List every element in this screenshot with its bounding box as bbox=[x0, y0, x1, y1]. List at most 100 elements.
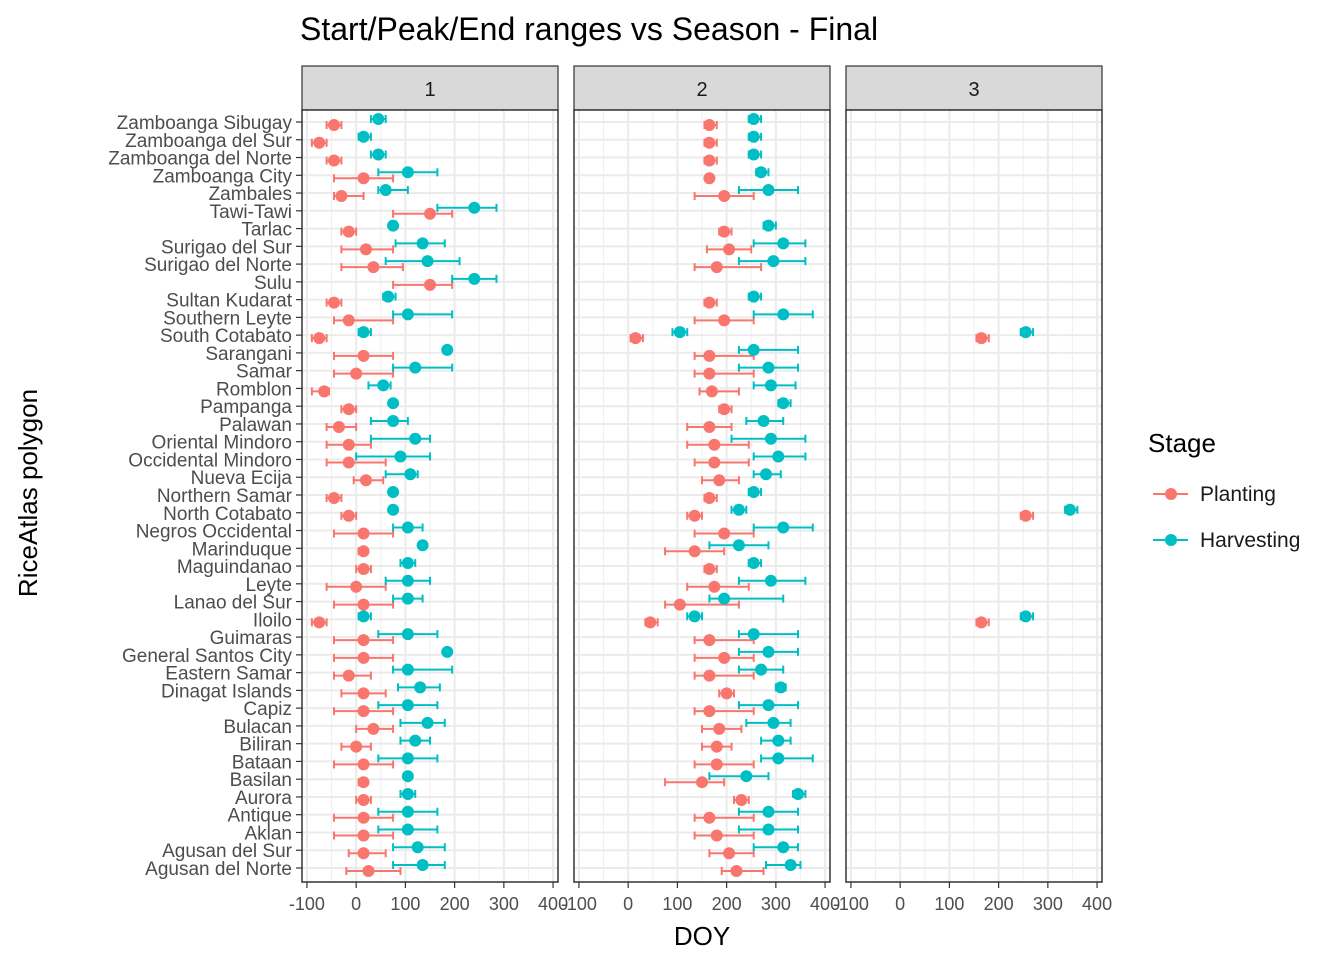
errorbar-harvesting bbox=[357, 130, 372, 143]
facet-strip-3 bbox=[845, 65, 1103, 111]
y-tick-label: Maguindanao bbox=[177, 557, 292, 578]
peak-point bbox=[735, 793, 748, 806]
errorbar-planting bbox=[355, 722, 395, 735]
peak-point bbox=[328, 296, 340, 309]
errorbar-harvesting bbox=[737, 628, 799, 641]
peak-point bbox=[328, 119, 340, 131]
facet-strip-label-2: 2 bbox=[696, 79, 707, 101]
peak-point bbox=[424, 207, 436, 220]
peak-point bbox=[387, 397, 400, 410]
errorbar-harvesting bbox=[737, 823, 799, 836]
facet-strip-1 bbox=[301, 65, 559, 111]
errorbar-harvesting bbox=[392, 663, 454, 676]
errorbar-planting bbox=[693, 758, 755, 771]
legend: Stage Planting Harvesting bbox=[1148, 428, 1300, 552]
peak-point bbox=[747, 557, 760, 570]
y-tick-label: Bulacan bbox=[223, 717, 292, 738]
errorbar-planting bbox=[664, 776, 726, 789]
peak-point bbox=[703, 705, 716, 718]
errorbar-harvesting bbox=[747, 557, 763, 570]
errorbar-planting bbox=[333, 314, 395, 327]
peak-point bbox=[409, 734, 422, 747]
errorbar-harvesting bbox=[384, 468, 419, 481]
x-tick-label: -100 bbox=[289, 894, 325, 914]
peak-point bbox=[629, 332, 642, 345]
x-tick-label: 400 bbox=[538, 894, 568, 914]
errorbar-harvesting bbox=[686, 610, 703, 623]
errorbar-planting bbox=[975, 616, 990, 629]
panel-border bbox=[573, 109, 831, 883]
errorbar-planting bbox=[693, 314, 755, 327]
peak-point bbox=[710, 261, 723, 274]
errorbar-harvesting bbox=[382, 290, 397, 303]
x-tick-label: 300 bbox=[489, 894, 519, 914]
peak-point bbox=[342, 669, 355, 682]
errorbar-planting bbox=[340, 687, 387, 700]
peak-point bbox=[350, 740, 363, 753]
x-axis-label: DOY bbox=[674, 921, 730, 951]
errorbar-planting bbox=[703, 172, 716, 185]
peak-point bbox=[703, 669, 716, 682]
errorbar-harvesting bbox=[387, 219, 400, 232]
errorbar-harvesting bbox=[752, 308, 814, 321]
errorbar-planting bbox=[333, 349, 395, 362]
errorbar-planting bbox=[703, 119, 718, 131]
errorbar-harvesting bbox=[730, 503, 748, 516]
x-tick-label: 0 bbox=[351, 894, 361, 914]
peak-point bbox=[401, 752, 414, 765]
errorbar-harvesting bbox=[392, 308, 454, 321]
errorbar-planting bbox=[718, 403, 733, 416]
peak-point bbox=[350, 580, 363, 593]
errorbar-harvesting bbox=[737, 699, 799, 712]
y-tick-label: Sarangani bbox=[205, 344, 292, 365]
y-tick-label: Surigao del Norte bbox=[144, 255, 292, 276]
peak-point bbox=[401, 557, 414, 570]
errorbar-harvesting bbox=[416, 539, 429, 552]
errorbar-harvesting bbox=[392, 592, 424, 605]
errorbar-planting bbox=[693, 829, 755, 842]
errorbar-harvesting bbox=[747, 130, 763, 143]
peak-point bbox=[350, 367, 363, 380]
peak-point bbox=[401, 699, 414, 712]
peak-point bbox=[1019, 326, 1032, 339]
peak-point bbox=[335, 190, 348, 203]
peak-point bbox=[409, 361, 422, 374]
peak-point bbox=[673, 598, 686, 611]
peak-point bbox=[710, 758, 723, 771]
x-tick-label: 100 bbox=[662, 894, 692, 914]
peak-point bbox=[747, 148, 760, 161]
x-tick-label: 200 bbox=[712, 894, 742, 914]
y-tick-label: South Cotabato bbox=[160, 326, 292, 347]
peak-point bbox=[688, 610, 701, 623]
peak-point bbox=[688, 509, 701, 522]
peak-point bbox=[394, 450, 407, 463]
errorbar-harvesting bbox=[394, 237, 446, 250]
peak-point bbox=[764, 379, 777, 392]
peak-point bbox=[318, 385, 331, 398]
peak-point bbox=[357, 758, 370, 771]
y-tick-label: Palawan bbox=[219, 415, 292, 436]
peak-point bbox=[713, 474, 726, 487]
y-tick-label: Lanao del Sur bbox=[174, 593, 293, 614]
errorbar-harvesting bbox=[737, 663, 785, 676]
peak-point bbox=[468, 201, 481, 214]
errorbar-harvesting bbox=[708, 592, 785, 605]
errorbar-planting bbox=[333, 527, 395, 540]
errorbar-planting bbox=[310, 332, 328, 345]
peak-point bbox=[703, 492, 716, 504]
y-tick-label: Southern Leyte bbox=[163, 308, 292, 329]
peak-point bbox=[357, 687, 370, 700]
errorbar-harvesting bbox=[737, 343, 799, 356]
y-tick-label: Samar bbox=[236, 362, 293, 383]
y-tick-label: Agusan del Sur bbox=[162, 841, 293, 862]
peak-point bbox=[332, 420, 345, 433]
errorbar-planting bbox=[664, 545, 726, 558]
errorbar-harvesting bbox=[747, 486, 763, 498]
errorbar-planting bbox=[355, 563, 372, 576]
peak-point bbox=[703, 349, 716, 362]
peak-point bbox=[441, 343, 454, 356]
errorbar-planting bbox=[333, 811, 395, 824]
peak-point bbox=[382, 290, 395, 303]
peak-point bbox=[357, 527, 370, 540]
